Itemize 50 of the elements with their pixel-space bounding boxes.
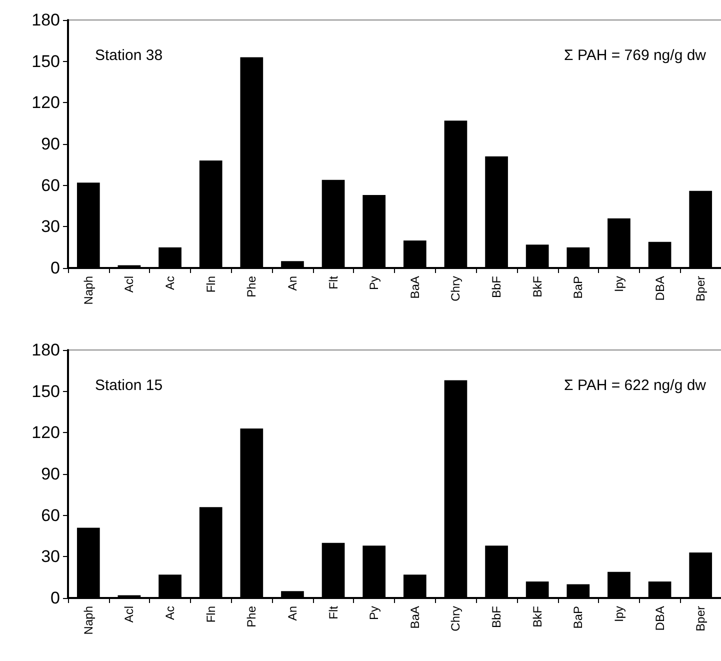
x-tick-label: BkF (530, 276, 544, 298)
x-tick-label: Phe (244, 276, 259, 298)
y-tick-label: 120 (32, 423, 60, 442)
x-tick-label: BbF (490, 606, 504, 628)
x-tick-label: BaP (571, 276, 586, 299)
annotation: Σ PAH = 622 ng/g dw (564, 377, 706, 394)
x-tick-label: Naph (81, 606, 96, 635)
y-tick-label: 120 (32, 93, 60, 112)
x-tick-label: Py (367, 276, 382, 290)
x-tick-label: Ipy (612, 606, 626, 622)
x-tick-label: Acl (122, 606, 136, 623)
y-tick-label: 90 (41, 134, 60, 154)
x-tick-label: DBA (652, 606, 667, 631)
x-tick-label: Fln (204, 276, 218, 293)
x-tick-label: BaA (408, 606, 422, 629)
annotation: Station 38 (95, 47, 163, 64)
x-tick-label: BaA (408, 276, 422, 299)
y-tick-label: 60 (41, 506, 60, 525)
x-tick-label: Flt (326, 275, 340, 290)
y-tick-label: 60 (41, 176, 60, 195)
x-tick-label: Naph (81, 276, 96, 305)
x-tick-label: An (285, 276, 300, 291)
x-tick-label: BkF (530, 606, 544, 628)
y-tick-label: 30 (41, 217, 60, 236)
x-tick-label: Ac (163, 276, 178, 290)
y-tick-label: 90 (41, 464, 60, 484)
y-tick-label: 150 (32, 382, 60, 401)
x-tick-label: Flt (326, 605, 340, 620)
annotation: Station 15 (95, 377, 163, 394)
x-tick-label: Acl (122, 276, 136, 293)
y-tick-label: 30 (41, 547, 60, 566)
y-tick-label: 0 (50, 258, 60, 278)
x-tick-label: DBA (652, 276, 667, 301)
x-tick-label: Bper (694, 606, 708, 632)
y-tick-label: 150 (32, 52, 60, 71)
x-tick-label: Ipy (612, 276, 626, 292)
y-tick-label: 180 (32, 10, 60, 30)
x-tick-label: Chry (448, 606, 463, 632)
x-tick-label: Bper (694, 276, 708, 302)
annotation: Σ PAH = 769 ng/g dw (564, 47, 706, 64)
x-tick-label: Ac (163, 606, 178, 620)
x-tick-label: BaP (571, 606, 586, 629)
y-tick-label: 0 (50, 588, 60, 608)
x-tick-label: Py (367, 606, 382, 620)
x-tick-label: Fln (204, 606, 218, 623)
x-tick-label: An (285, 606, 300, 621)
x-tick-label: Chry (448, 276, 463, 302)
x-tick-label: Phe (244, 606, 259, 628)
y-tick-label: 180 (32, 340, 60, 360)
x-tick-label: BbF (490, 276, 504, 298)
